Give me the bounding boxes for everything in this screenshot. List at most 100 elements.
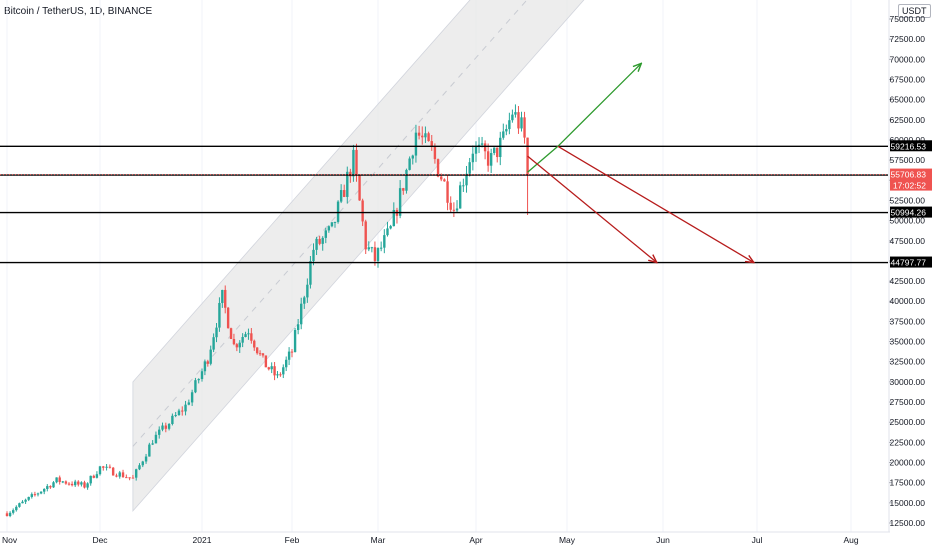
candle-body: [336, 201, 340, 222]
price-tick-label: 50000.00: [890, 216, 926, 226]
price-tag-label: 59216.53: [891, 141, 927, 151]
candle-body: [43, 488, 46, 492]
candle-body: [5, 513, 9, 516]
candle-body: [449, 202, 452, 210]
price-tick-label: 32500.00: [890, 357, 926, 367]
time-tick-label: Jun: [656, 535, 670, 545]
candle-body: [440, 176, 443, 180]
candle-body: [430, 141, 433, 147]
price-tag-label: 44797.77: [891, 258, 927, 268]
candle-body: [184, 404, 187, 412]
candle-body: [306, 284, 309, 298]
candle-body: [355, 149, 358, 176]
candle-body: [511, 114, 514, 121]
candle-body: [493, 147, 496, 154]
candle-body: [36, 493, 40, 495]
candle-body: [318, 238, 321, 244]
candle-body: [361, 200, 364, 222]
price-tick-label: 20000.00: [890, 458, 926, 468]
candle-body: [134, 469, 138, 478]
candle-body: [321, 237, 324, 244]
candle-body: [421, 135, 424, 138]
candle-body: [218, 302, 221, 328]
candles: [5, 104, 529, 518]
candle-body: [433, 146, 437, 160]
candle-body: [115, 475, 118, 477]
candle-body: [282, 367, 285, 375]
price-tag-background: [890, 140, 932, 152]
candle-body: [151, 443, 154, 445]
price-tick-label: 42500.00: [890, 276, 926, 286]
candle-body: [367, 247, 370, 250]
price-tick-label: 60000.00: [890, 135, 926, 145]
candle-body: [386, 228, 389, 236]
candle-body: [324, 230, 327, 238]
candle-body: [273, 366, 276, 376]
candle-body: [200, 371, 204, 380]
candle-body: [258, 353, 262, 355]
candle-body: [148, 444, 151, 457]
time-tick-label: Mar: [371, 535, 386, 545]
price-tick-label: 25000.00: [890, 417, 926, 427]
candle-body: [164, 425, 168, 429]
candle-body: [209, 349, 212, 364]
candle-body: [477, 144, 481, 146]
candle-body: [27, 496, 30, 500]
candle-body: [480, 143, 484, 145]
candle-body: [33, 494, 37, 496]
price-tag-background: [890, 168, 932, 191]
candle-body: [15, 506, 18, 511]
candle-body: [296, 324, 300, 331]
candle-body: [18, 503, 21, 507]
candle-body: [370, 247, 374, 249]
candle-body: [517, 112, 520, 129]
price-tick-label: 62500.00: [890, 115, 926, 125]
candle-body: [496, 147, 499, 158]
candle-body: [402, 188, 405, 191]
candle-body: [502, 131, 505, 138]
candle-body: [86, 483, 89, 488]
price-tick-label: 37500.00: [890, 316, 926, 326]
candle-body: [379, 247, 383, 249]
candle-body: [486, 151, 490, 166]
candle-body: [52, 482, 55, 488]
candle-body: [229, 328, 233, 340]
time-axis: Nov Dec 2021 Feb Mar Apr May Jun Jul Aug: [0, 531, 890, 545]
candle-body: [194, 380, 197, 393]
candle-body: [358, 175, 361, 201]
candle-body: [300, 303, 303, 325]
candle-body: [352, 149, 355, 177]
price-tick-label: 72500.00: [890, 34, 926, 44]
candle-body: [349, 171, 352, 177]
candle-body: [315, 238, 318, 250]
candle-body: [408, 158, 411, 170]
candle-body: [102, 466, 105, 468]
candle-body: [309, 261, 312, 285]
candle-body: [118, 472, 121, 477]
candle-body: [339, 190, 343, 202]
price-tick-label: 30000.00: [890, 377, 926, 387]
candle-body: [376, 248, 380, 261]
price-tick-label: 35000.00: [890, 337, 926, 347]
candle-body: [70, 483, 74, 486]
level-price-tag: 44797.77: [890, 256, 932, 268]
candle-body: [455, 208, 459, 211]
candle-body: [514, 112, 517, 115]
candle-body: [446, 181, 449, 203]
price-tick-label: 22500.00: [890, 437, 926, 447]
candle-body: [131, 477, 135, 479]
candle-body: [154, 434, 158, 444]
candle-body: [373, 247, 377, 261]
candle-body: [67, 483, 71, 485]
candle-body: [64, 481, 68, 484]
price-tag-label: 50994.26: [891, 208, 927, 218]
currency-badge[interactable]: USDT: [898, 4, 931, 18]
candle-body: [30, 494, 33, 497]
price-tick-label: 17500.00: [890, 478, 926, 488]
time-tick-label: Jul: [752, 535, 763, 545]
candle-body: [398, 188, 402, 216]
candle-body: [144, 456, 148, 462]
price-tick-label: 40000.00: [890, 296, 926, 306]
